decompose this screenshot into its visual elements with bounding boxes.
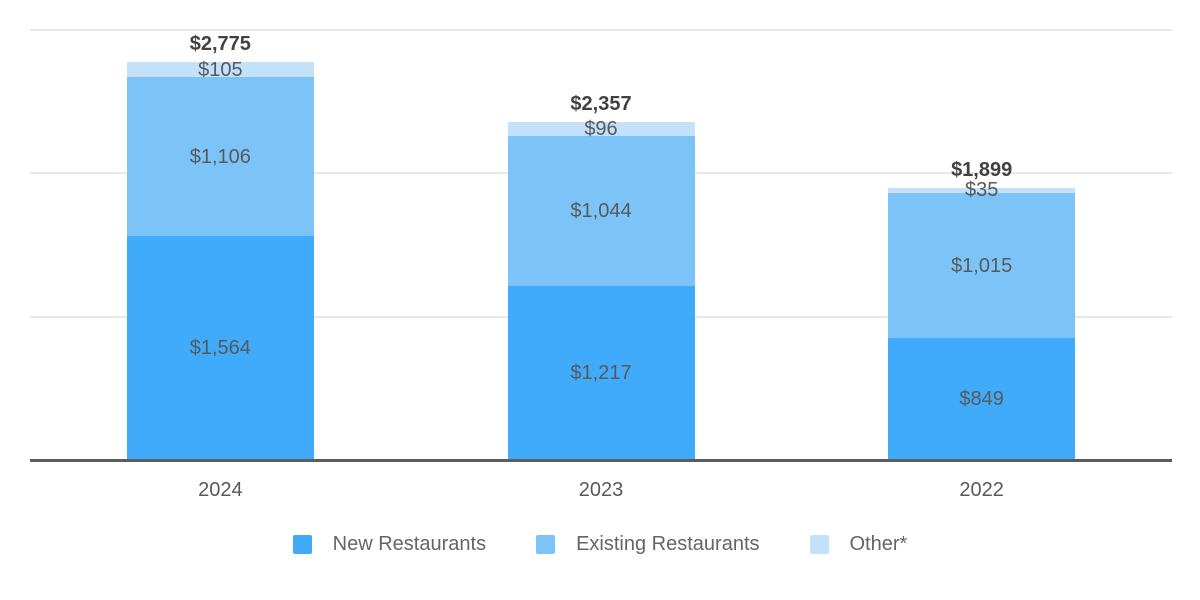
bar-2022-segment-existing-restaurants	[888, 192, 1076, 339]
bar-2023-segment-new-restaurants	[507, 285, 695, 460]
legend-item-other: Other*	[809, 532, 908, 556]
bar-2022-total-label: $1,899	[951, 158, 1013, 181]
bar-2023-value-new-restaurants: $1,217	[570, 361, 632, 384]
bar-2024-value-existing-restaurants: $1,106	[189, 145, 251, 168]
legend-item-new-restaurants: New Restaurants	[292, 532, 487, 556]
bar-2022-value-existing-restaurants: $1,015	[951, 254, 1013, 277]
legend-label-new-restaurants: New Restaurants	[332, 533, 487, 555]
bar-2023-value-other: $96	[584, 118, 618, 141]
bar-2022-segment-new-restaurants	[888, 338, 1076, 460]
legend-swatch-existing-restaurants	[536, 534, 556, 554]
bar-2023-value-existing-restaurants: $1,044	[570, 199, 632, 222]
legend-item-existing-restaurants: Existing Restaurants	[536, 532, 760, 556]
bar-2022-value-other: $35	[964, 179, 999, 202]
bar-2022-value-new-restaurants: $849	[959, 388, 1004, 411]
x-axis-label-2022: 2022	[959, 479, 1004, 501]
bar-2024-segment-other	[126, 62, 314, 78]
bar-2023-total-label: $2,357	[570, 93, 632, 116]
legend: New Restaurants Existing Restaurants Other…	[0, 532, 1200, 556]
bar-2024-value-new-restaurants: $1,564	[189, 336, 251, 359]
bar-2024-segment-new-restaurants	[126, 235, 314, 460]
x-axis-label-2024: 2024	[198, 479, 243, 501]
bar-2022-segment-other	[888, 187, 1076, 193]
legend-swatch-other	[809, 534, 829, 554]
bar-2024-segment-existing-restaurants	[126, 77, 314, 236]
bar-2024-total-label: $2,775	[189, 33, 251, 56]
legend-swatch-new-restaurants	[292, 534, 312, 554]
bar-2023-segment-other	[507, 122, 695, 136]
x-axis-label-2023: 2023	[578, 479, 624, 501]
gridline-3000	[30, 29, 1172, 31]
legend-label-existing-restaurants: Existing Restaurants	[576, 533, 760, 555]
legend-label-other: Other*	[849, 533, 908, 555]
x-axis-line	[30, 459, 1172, 462]
bar-2024-value-other: $105	[198, 58, 243, 81]
bar-2023-segment-existing-restaurants	[507, 135, 695, 286]
